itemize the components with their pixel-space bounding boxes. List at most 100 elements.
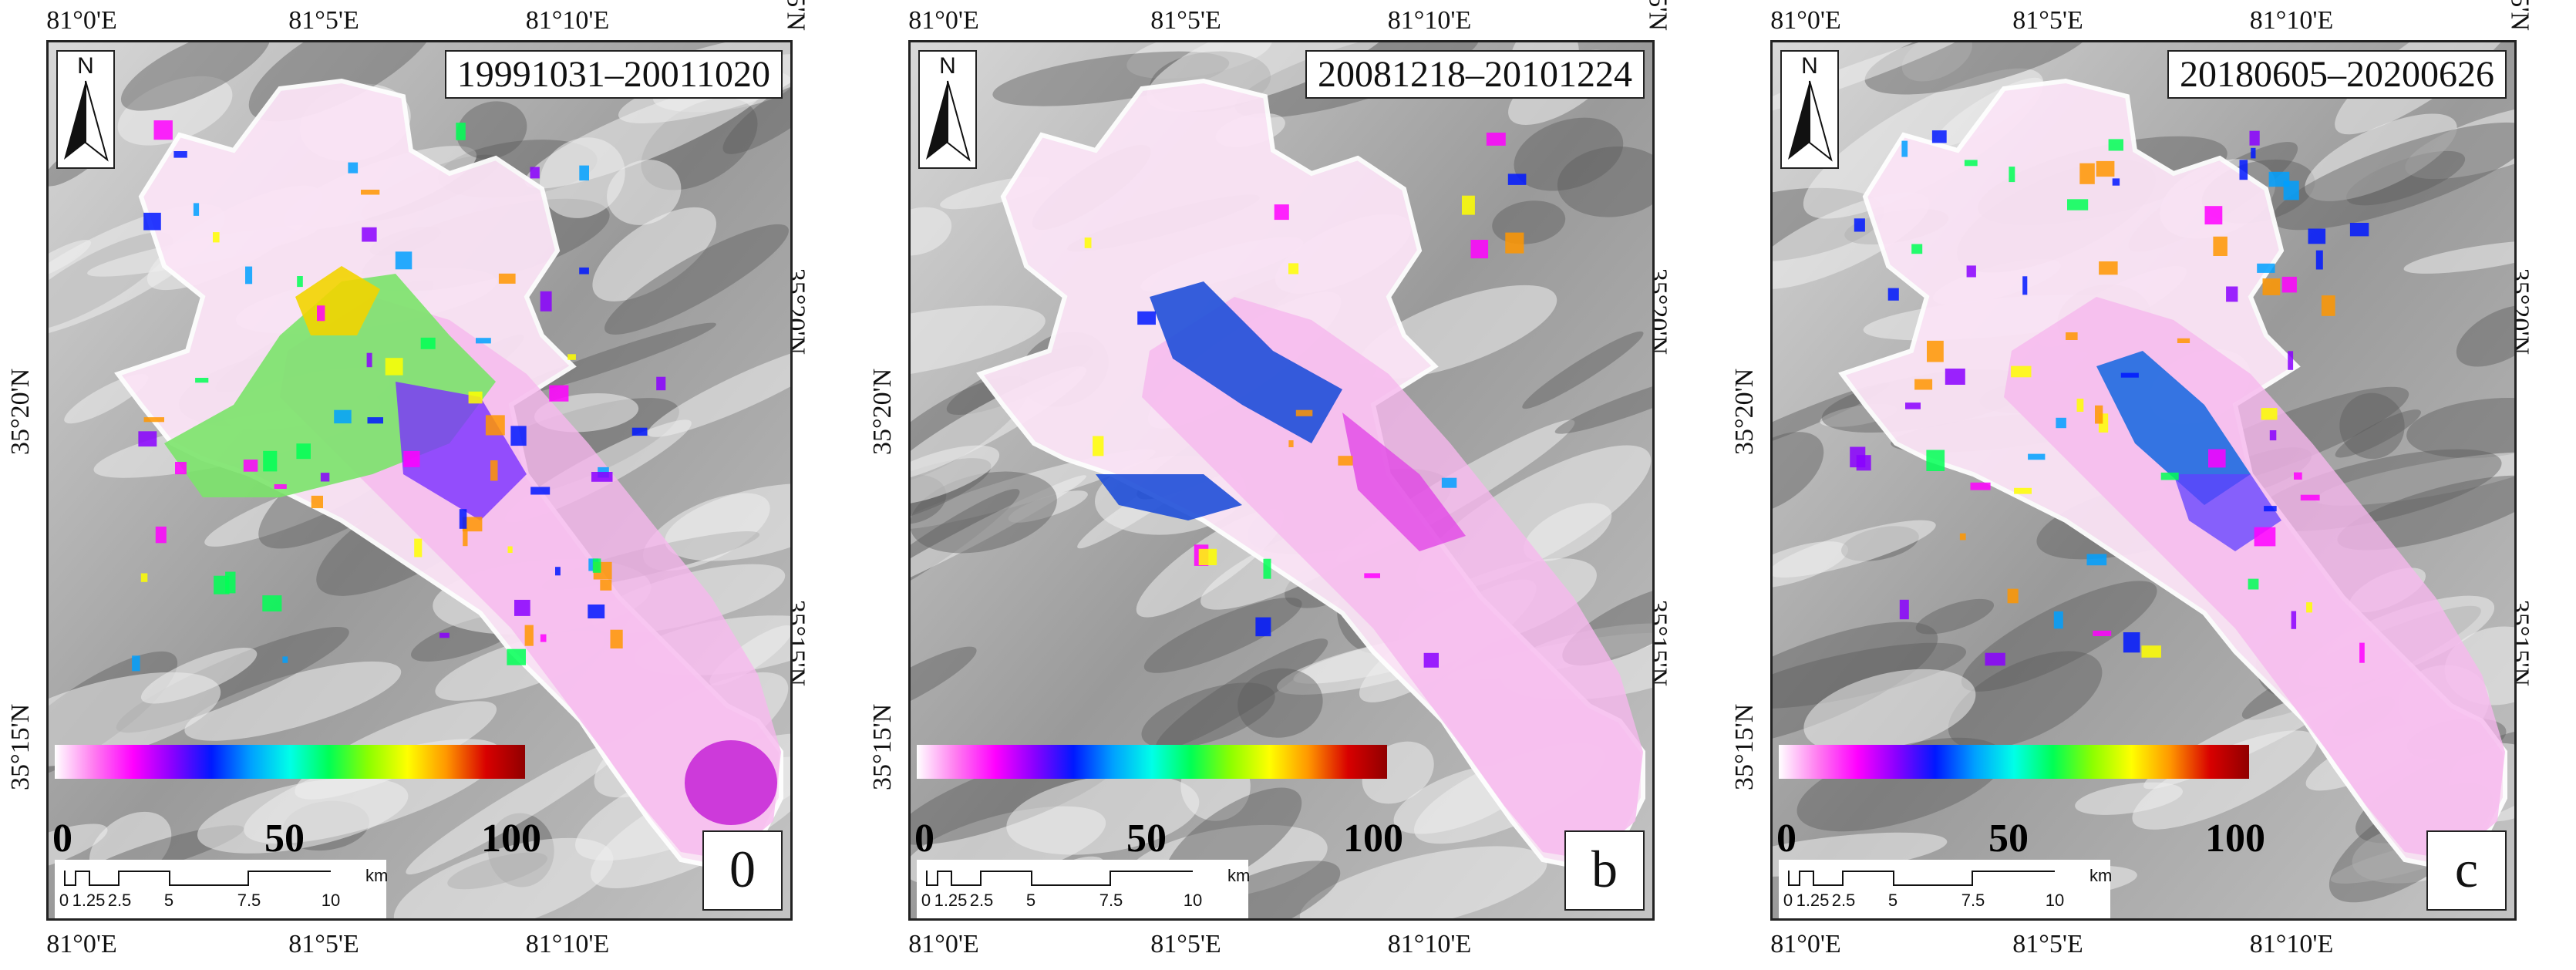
map-panel-1: 81°0'E 81°5'E 81°10'E 81°0'E 81°5'E 81°10'E 35… [0,0,840,970]
period-label: 20180605–20200626 [2167,50,2507,99]
colorbar-mid-label: 50 [1988,817,2029,861]
scale-tick-label: 5 [1025,891,1036,910]
longitude-tick-top: 81°5'E [1150,6,1221,35]
scale-segment [938,871,951,878]
scale-segment [1893,871,1973,886]
terrain-map [49,42,790,918]
longitude-tick-bottom: 81°5'E [2012,930,2083,958]
longitude-tick-top: 81°10'E [525,6,610,35]
longitude-tick-bottom: 81°10'E [1387,930,1472,958]
longitude-tick-bottom: 81°0'E [908,930,979,958]
scale-tick-label: 10 [2045,891,2065,910]
longitude-tick-top: 81°0'E [908,6,979,35]
longitude-tick-top: 81°10'E [2249,6,2334,35]
scale-segment [76,871,89,878]
scale-segment [120,871,169,878]
longitude-tick-top: 81°5'E [2012,6,2083,35]
north-arrow-label: N [77,53,94,79]
north-arrow: N [918,50,977,169]
colorbar-min-label: 0 [52,817,72,861]
scale-segment [926,871,938,886]
latitude-tick-left: 35°15'N [1730,703,1759,790]
longitude-tick-bottom: 81°5'E [288,930,359,958]
north-arrow: N [56,50,115,169]
scale-bar: 0 1.25 2.5 5 7.5 10 km [55,860,389,918]
colorbar-min-label: 0 [914,817,934,861]
scale-bar: 0 1.25 2.5 5 7.5 10 km [1779,860,2113,918]
scale-segment [1973,871,2055,878]
latitude-tick-right: 35°25'N [1642,0,1672,31]
period-label: 20081218–20101224 [1305,50,1645,99]
latitude-tick-left: 35°15'N [6,703,35,790]
longitude-tick-top: 81°0'E [46,6,117,35]
panel-letter: b [1564,830,1645,911]
scale-tick-label: 10 [321,891,341,910]
terrain-map [1773,42,2514,918]
latitude-tick-right: 35°25'N [780,0,810,31]
terrain-map [911,42,1652,918]
map-frame: 20180605–20200626 N 0 50 100 0 1.25 2.5 5 7.5 10 km… [1770,40,2517,921]
period-label: 19991031–20011020 [444,50,783,99]
scale-segment [89,871,120,886]
scale-tick-label: 7.5 [1099,891,1123,910]
colorbar-mid-label: 50 [264,817,305,861]
north-arrow-label: N [1801,53,1818,79]
latitude-tick-left: 35°20'N [868,368,897,455]
map-frame: 20081218–20101224 N 0 50 100 0 1.25 2.5 5 7.5 10 km… [908,40,1655,921]
map-panel-3: 81°0'E 81°5'E 81°10'E 81°0'E 81°5'E 81°10'E 35… [1724,0,2564,970]
scale-tick-label: 2.5 [969,891,994,910]
latitude-tick-left: 35°20'N [6,368,35,455]
scale-segment [249,871,331,878]
scale-tick-label: 2.5 [1831,891,1856,910]
longitude-tick-top: 81°10'E [1387,6,1472,35]
scale-segment [1031,871,1111,886]
scale-tick-label: 1.25 [934,891,968,910]
longitude-tick-bottom: 81°10'E [2249,930,2334,958]
scale-segment [951,871,982,886]
scale-tick-label: 2.5 [107,891,132,910]
scale-segment [1813,871,1844,886]
colorbar-max-label: 100 [481,817,541,861]
latitude-tick-left: 35°20'N [1730,368,1759,455]
scale-tick-label: 0 [59,891,69,910]
scale-segment [1844,871,1893,878]
longitude-tick-bottom: 81°5'E [1150,930,1221,958]
scale-tick-label: 0 [921,891,931,910]
colorbar-min-label: 0 [1776,817,1796,861]
scale-tick-label: 0 [1783,891,1793,910]
north-arrow-icon [64,80,109,162]
latitude-tick-right: 35°25'N [2504,0,2534,31]
scale-tick-label: 5 [163,891,174,910]
scale-segment [1800,871,1813,878]
colorbar-mid-label: 50 [1126,817,1167,861]
scale-segment [1111,871,1193,878]
map-panel-2: 81°0'E 81°5'E 81°10'E 81°0'E 81°5'E 81°10'E 35… [862,0,1702,970]
scale-unit: km [365,866,389,885]
latitude-tick-left: 35°15'N [868,703,897,790]
panel-letter: 0 [702,830,783,911]
scale-tick-label: 7.5 [1961,891,1985,910]
map-frame: 19991031–20011020 N 0 50 100 0 1.25 2.5 5 7.5 10 km… [46,40,793,921]
north-arrow-icon [1788,80,1833,162]
scale-tick-label: 10 [1183,891,1203,910]
scale-tick-label: 5 [1887,891,1898,910]
scale-unit: km [2089,866,2113,885]
longitude-tick-bottom: 81°0'E [46,930,117,958]
scale-tick-label: 1.25 [1796,891,1830,910]
colorbar-max-label: 100 [2205,817,2265,861]
north-arrow: N [1780,50,1839,169]
scale-segment [1788,871,1800,886]
scale-tick-label: 1.25 [72,891,106,910]
scale-segment [64,871,76,886]
north-arrow-icon [926,80,971,162]
longitude-tick-bottom: 81°0'E [1770,930,1841,958]
scale-segment [982,871,1031,878]
scale-bar: 0 1.25 2.5 5 7.5 10 km [917,860,1251,918]
scale-segment [169,871,249,886]
longitude-tick-bottom: 81°10'E [525,930,610,958]
scale-unit: km [1227,866,1251,885]
scale-tick-label: 7.5 [237,891,261,910]
longitude-tick-top: 81°0'E [1770,6,1841,35]
longitude-tick-top: 81°5'E [288,6,359,35]
colorbar-max-label: 100 [1343,817,1403,861]
